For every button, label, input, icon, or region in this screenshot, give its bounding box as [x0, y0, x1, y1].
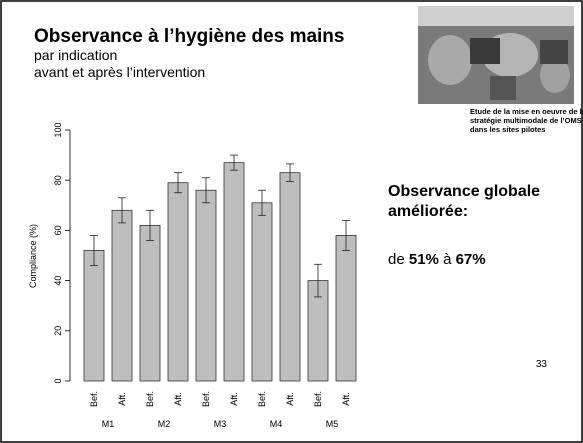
y-tick-label: 20	[53, 326, 63, 336]
bar	[195, 189, 217, 382]
error-bar	[342, 219, 350, 251]
highlight: améliorée:	[388, 203, 468, 220]
error-bar	[314, 263, 322, 298]
image-caption: stratégie multimodale de l’OMS	[470, 116, 582, 125]
bar	[251, 202, 273, 382]
error-bar	[202, 177, 210, 204]
x-tick-label: Aft.	[285, 392, 295, 406]
chart: 0 20 40 60 80 100 Bef. Aft. Bef. Aft. Bef. Aft. Bef.…	[53, 122, 357, 429]
error-bar	[230, 154, 238, 171]
error-bar	[174, 172, 182, 194]
group-label: M3	[214, 419, 227, 429]
map-image	[418, 6, 574, 104]
bar	[279, 172, 301, 382]
x-tick-label: Bef.	[201, 391, 211, 407]
y-tick-label: 40	[53, 276, 63, 286]
group-label: M1	[102, 419, 115, 429]
group-label: M5	[326, 419, 339, 429]
highlight: Observance globale	[388, 183, 540, 200]
bar	[111, 209, 133, 382]
y-axis-label: Compliance (%)	[28, 224, 38, 288]
result-text: de	[388, 251, 405, 268]
x-tick-label: Bef.	[89, 391, 99, 407]
bar	[83, 250, 105, 382]
slide-title: Observance à l’hygiène des mains	[34, 26, 344, 47]
error-bar	[258, 189, 266, 216]
bar	[167, 182, 189, 382]
x-tick-label: Aft.	[229, 392, 239, 406]
error-bar	[118, 197, 126, 224]
x-tick-label: Aft.	[173, 392, 183, 406]
result-from: 51%	[409, 251, 439, 268]
y-tick-label: 80	[53, 175, 63, 185]
subtitle: avant et après l’intervention	[34, 64, 205, 80]
result: de 51% à 67%	[388, 251, 486, 268]
result-to: 67%	[456, 251, 486, 268]
image-caption: dans les sites pilotes	[470, 125, 545, 134]
y-tick-label: 100	[53, 122, 63, 137]
subtitle: par indication	[34, 47, 117, 63]
y-tick-label: 60	[53, 225, 63, 235]
bar	[223, 162, 245, 382]
y-tick-label: 0	[53, 378, 63, 383]
bar	[139, 224, 161, 382]
group-label: M2	[158, 419, 171, 429]
x-tick-label: Bef.	[313, 391, 323, 407]
x-tick-label: Bef.	[145, 391, 155, 407]
error-bar	[90, 235, 98, 266]
x-tick-label: Bef.	[257, 391, 267, 407]
error-bar	[286, 163, 294, 182]
group-label: M4	[270, 419, 283, 429]
image-caption: Etude de la mise en oeuvre de la	[470, 107, 583, 116]
error-bar	[146, 209, 154, 241]
x-tick-label: Aft.	[117, 392, 127, 406]
x-tick-label: Aft.	[341, 392, 351, 406]
bar	[335, 235, 357, 382]
page-number: 33	[536, 359, 548, 370]
result-text: à	[443, 251, 452, 268]
